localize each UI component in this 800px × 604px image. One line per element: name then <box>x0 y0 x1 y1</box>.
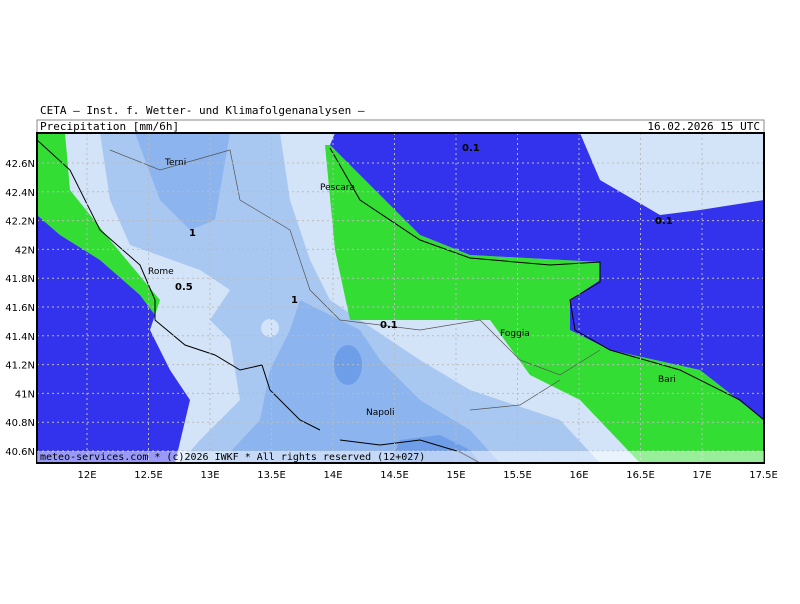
city-label: Rome <box>148 267 174 277</box>
green-band <box>325 145 764 463</box>
lon-tick-label: 16E <box>569 470 588 481</box>
field-light <box>580 133 764 215</box>
map-title: Precipitation [mm/6h] <box>40 120 179 133</box>
lat-tick-label: 42N <box>15 245 35 256</box>
lon-tick-label: 15E <box>446 470 465 481</box>
footer: meteo-services.com * (c)2026 IWKF * All … <box>40 452 425 463</box>
field-dark <box>220 300 500 463</box>
map-frame <box>36 132 765 464</box>
city-label: Bari <box>658 375 676 385</box>
lon-tick-label: 16.5E <box>626 470 655 481</box>
city-label: Napoli <box>366 408 394 418</box>
contour-label: 0.1 <box>462 143 480 154</box>
contour-label: 0.1 <box>380 320 398 331</box>
contour-label: 1 <box>291 295 298 306</box>
lon-tick-label: 14.5E <box>380 470 409 481</box>
lon-tick-label: 13.5E <box>257 470 286 481</box>
lon-tick-label: 12.5E <box>134 470 163 481</box>
lat-tick-label: 42.4N <box>5 188 35 199</box>
lat-tick-label: 41.6N <box>5 303 35 314</box>
lon-tick-label: 14E <box>323 470 342 481</box>
field-mid <box>100 133 600 463</box>
lat-tick-label: 41.8N <box>5 274 35 285</box>
contour-label: 0.5 <box>175 282 193 293</box>
city-label: Terni <box>164 158 186 168</box>
institute: CETA — Inst. f. Wetter- und Klimafolgena… <box>40 104 365 117</box>
lat-tick-label: 40.8N <box>5 418 35 429</box>
lat-tick-label: 42.2N <box>5 217 35 228</box>
city-label: Pescara <box>320 183 355 193</box>
lat-tick-label: 42.6N <box>5 159 35 170</box>
green-band <box>37 133 160 315</box>
lat-tick-label: 41.2N <box>5 361 35 372</box>
lat-tick-label: 40.6N <box>5 447 35 458</box>
lat-tick-label: 41N <box>15 389 35 400</box>
field-dark <box>135 133 230 230</box>
borders <box>109 149 601 411</box>
contour-label: 0.1 <box>655 216 673 227</box>
lon-tick-label: 13E <box>200 470 219 481</box>
lon-tick-label: 17E <box>692 470 711 481</box>
footer-band <box>37 451 764 462</box>
map-area <box>37 133 764 463</box>
lon-tick-label: 17.5E <box>749 470 778 481</box>
city-label: Foggia <box>500 329 530 339</box>
lon-tick-label: 15.5E <box>503 470 532 481</box>
valid-time: 16.02.2026 15 UTC <box>647 120 760 133</box>
contour-label: 1 <box>189 228 196 239</box>
lon-tick-label: 12E <box>77 470 96 481</box>
field-light <box>261 319 279 337</box>
lat-tick-label: 41.4N <box>5 332 35 343</box>
sea-low <box>37 215 190 463</box>
